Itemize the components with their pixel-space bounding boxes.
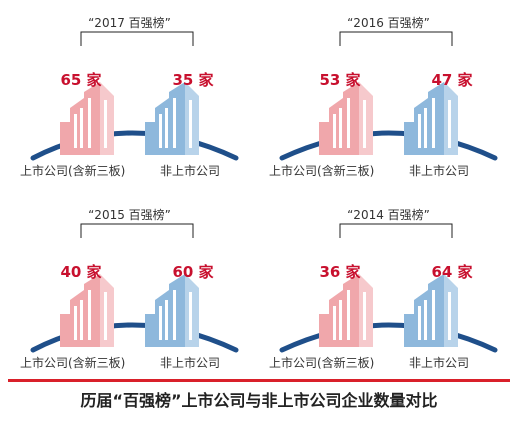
listed-label: 上市公司(含新三板) xyxy=(269,356,375,370)
nonlisted-label: 非上市公司 xyxy=(409,356,470,370)
building-icon xyxy=(60,274,114,347)
nonlisted-label: 非上市公司 xyxy=(409,164,470,178)
panel-title: “2017 百强榜” xyxy=(88,16,171,30)
panel-title: “2016 百强榜” xyxy=(347,16,430,30)
listed-count: 40 家 xyxy=(60,263,102,281)
nonlisted-count: 64 家 xyxy=(431,263,473,281)
nonlisted-count: 47 家 xyxy=(431,71,473,89)
panel-graphic xyxy=(30,31,239,161)
building-icon xyxy=(404,82,458,155)
building-icon xyxy=(60,82,114,155)
building-icon xyxy=(319,82,373,155)
divider xyxy=(8,379,510,382)
building-icon xyxy=(319,274,373,347)
panel-2017: “2017 百强榜” 65 家 35 家 上市公司(含新三板) 非上市公司 xyxy=(0,0,259,185)
building-icon xyxy=(404,274,458,347)
panel-2016: “2016 百强榜” 53 家 47 家 上市公司(含新三板) 非上市公司 xyxy=(259,0,518,185)
panel-graphic xyxy=(30,223,239,353)
listed-count: 65 家 xyxy=(60,71,102,89)
listed-label: 上市公司(含新三板) xyxy=(269,164,375,178)
panel-title: “2014 百强榜” xyxy=(347,208,430,222)
building-icon xyxy=(145,82,199,155)
listed-count: 36 家 xyxy=(319,263,361,281)
listed-label: 上市公司(含新三板) xyxy=(20,164,126,178)
panel-title: “2015 百强榜” xyxy=(88,208,171,222)
nonlisted-label: 非上市公司 xyxy=(160,356,221,370)
listed-label: 上市公司(含新三板) xyxy=(20,356,126,370)
nonlisted-count: 35 家 xyxy=(172,71,214,89)
panel-graphic xyxy=(279,31,498,161)
listed-count: 53 家 xyxy=(319,71,361,89)
nonlisted-label: 非上市公司 xyxy=(160,164,221,178)
building-icon xyxy=(145,274,199,347)
nonlisted-count: 60 家 xyxy=(172,263,214,281)
panel-2014: “2014 百强榜” 36 家 64 家 上市公司(含新三板) 非上市公司 xyxy=(259,192,518,377)
caption: 历届“百强榜”上市公司与非上市公司企业数量对比 xyxy=(80,391,438,410)
panel-2015: “2015 百强榜” 40 家 60 家 上市公司(含新三板) 非上市公司 xyxy=(0,192,259,377)
panel-graphic xyxy=(279,223,498,353)
